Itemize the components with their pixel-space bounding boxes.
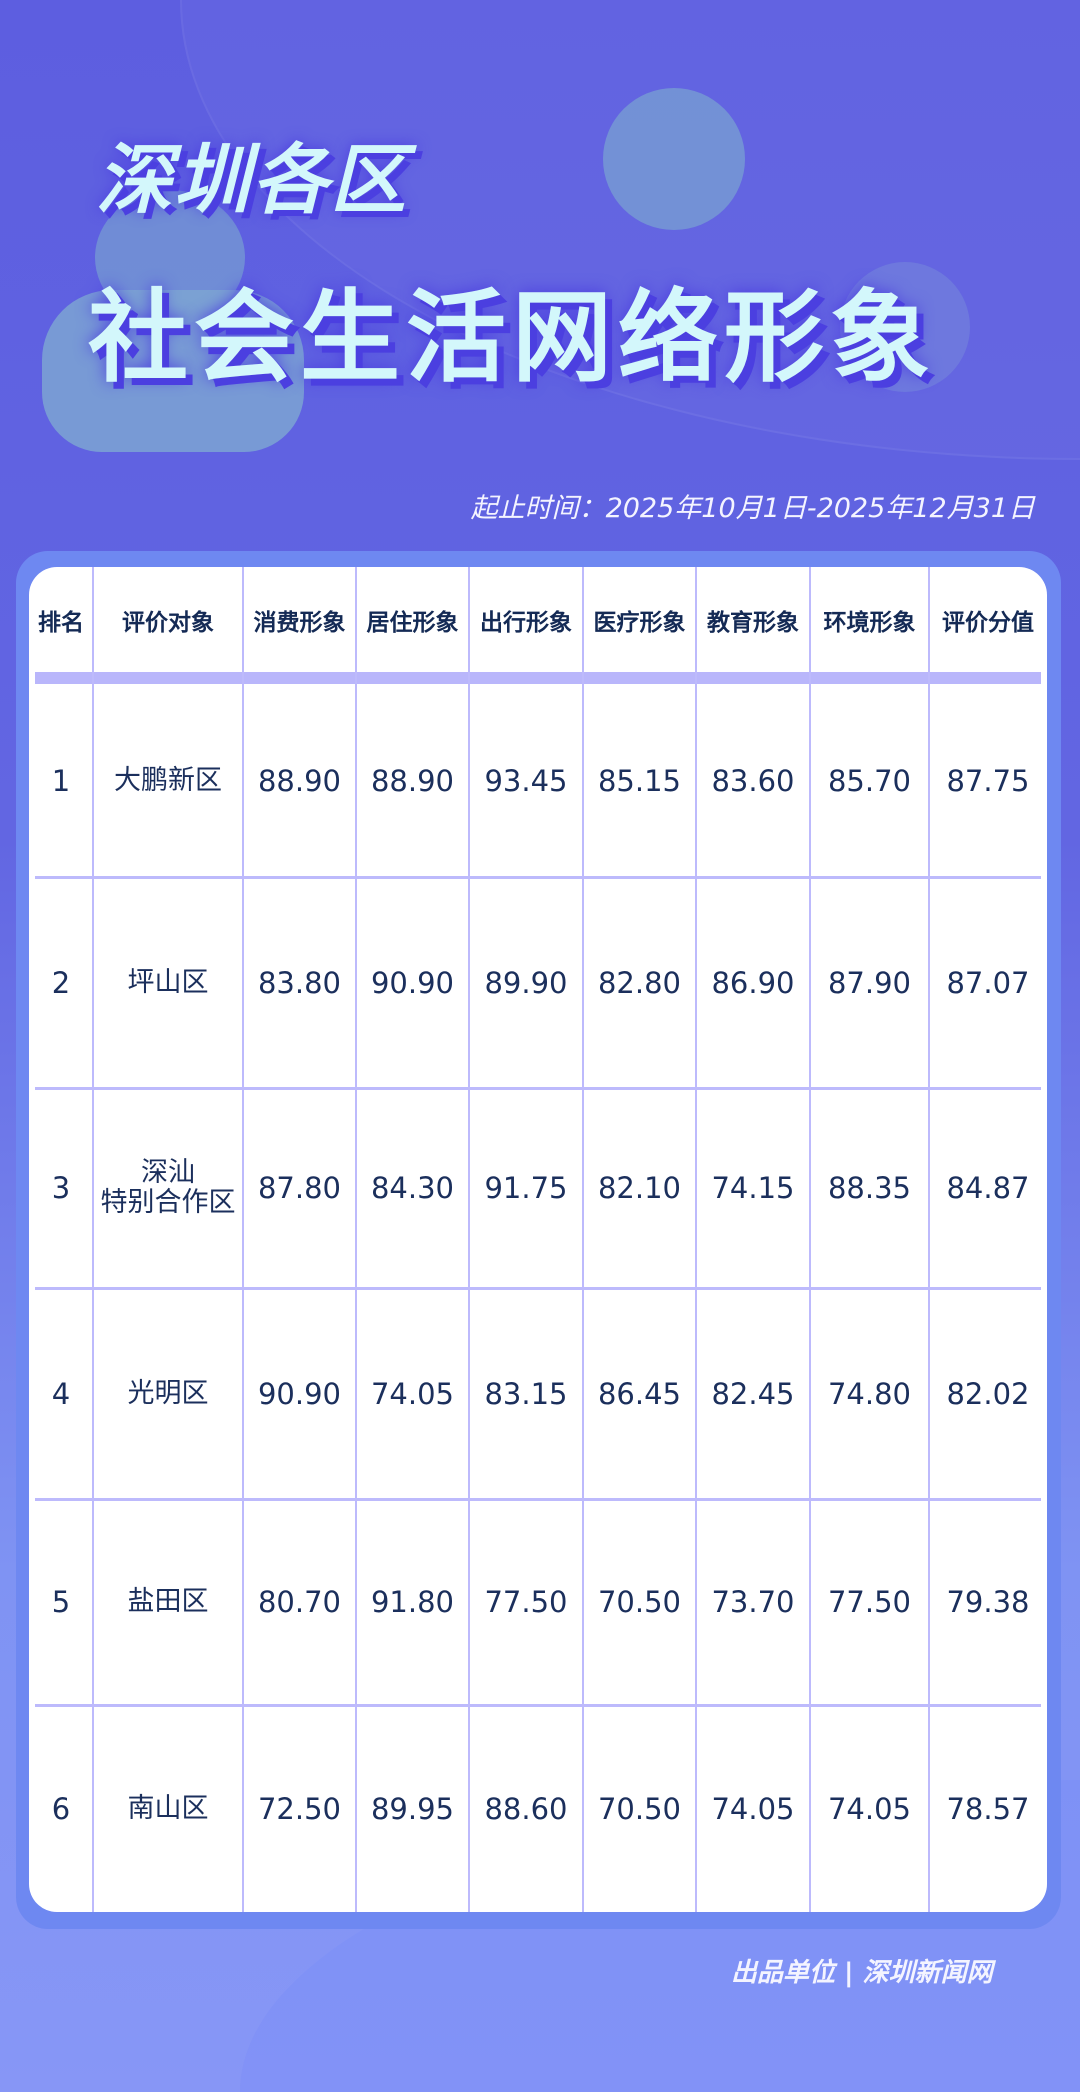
column-divider [582,567,584,1912]
column-header: 居住形象 [366,609,459,636]
score-cell: 83.60 [711,763,795,798]
column-divider [355,567,357,1912]
row-divider [35,1087,1041,1090]
score-cell: 87.07 [946,965,1030,1000]
score-cell: 80.70 [257,1585,342,1619]
score-cell: 91.75 [484,1171,568,1205]
score-cell: 82.80 [597,965,682,1000]
score-cell: 87.90 [827,965,912,1000]
score-cell: 74.15 [711,1171,795,1205]
score-cell: 70.50 [597,1791,682,1826]
column-header: 排名 [38,609,84,636]
rank-cell: 2 [51,965,71,1000]
column-divider [695,567,697,1912]
column-divider [242,567,244,1912]
title-line-1: 深圳各区 [96,135,408,224]
column-divider [92,567,94,1912]
score-cell: 91.80 [370,1585,455,1619]
column-header: 消费形象 [253,609,346,636]
score-cell: 74.05 [711,1791,795,1826]
score-cell: 89.90 [484,965,568,1000]
row-divider [35,1704,1041,1707]
score-cell: 90.90 [370,965,455,1000]
score-cell: 87.80 [257,1171,342,1205]
column-header: 医疗形象 [593,609,686,636]
score-cell: 84.30 [370,1171,455,1205]
row-divider [35,1498,1041,1501]
score-cell: 82.02 [946,1376,1030,1411]
footer-credit: 出品单位 | 深圳新闻网 [731,1958,993,1988]
score-cell: 85.70 [827,763,912,798]
score-cell: 88.60 [484,1791,568,1826]
district-cell: 南山区 [127,1792,209,1824]
score-cell: 74.80 [827,1376,912,1411]
score-cell: 88.35 [827,1171,912,1205]
score-cell: 70.50 [597,1585,682,1619]
score-cell: 90.90 [257,1376,342,1411]
score-cell: 82.10 [597,1171,682,1205]
score-cell: 74.05 [827,1791,912,1826]
score-cell: 86.45 [597,1376,682,1411]
rank-cell: 6 [51,1791,71,1826]
column-divider [468,567,470,1912]
score-cell: 89.95 [370,1791,455,1826]
column-header: 环境形象 [823,609,916,636]
score-cell: 88.90 [257,763,342,798]
title-line-2: 社会生活网络形象 [88,279,936,396]
score-cell: 86.90 [711,965,795,1000]
district-cell: 大鹏新区 [114,764,222,796]
score-cell: 79.38 [946,1585,1030,1619]
rank-cell: 3 [51,1171,71,1205]
score-cell: 74.05 [370,1376,455,1411]
date-range: 起止时间：2025年10月1日-2025年12月31日 [470,493,1035,524]
district-cell: 光明区 [127,1377,209,1409]
row-divider [35,1287,1041,1290]
score-cell: 93.45 [484,763,568,798]
district-cell: 坪山区 [127,966,209,998]
score-cell: 85.15 [597,763,682,798]
score-cell: 73.70 [711,1585,795,1619]
district-cell: 深汕 特别合作区 [100,1157,236,1218]
rank-cell: 1 [51,763,71,798]
header-divider [35,672,1041,684]
score-cell: 87.75 [946,763,1030,798]
decor-circle [603,88,745,230]
ranking-table: 排名 评价对象 消费形象 居住形象 出行形象 医疗形象 教育形象 环境形象 评价分值 1 大鹏新区 8… [29,567,1047,1912]
score-cell: 88.90 [370,763,455,798]
column-header: 出行形象 [480,609,572,636]
score-cell: 84.87 [946,1171,1030,1205]
score-cell: 77.50 [827,1585,912,1619]
column-header: 教育形象 [707,609,799,636]
rank-cell: 4 [51,1376,71,1411]
column-header: 评价分值 [942,609,1034,636]
score-cell: 82.45 [711,1376,795,1411]
score-cell: 83.15 [484,1376,568,1411]
score-cell: 83.80 [257,965,342,1000]
column-divider [809,567,811,1912]
score-cell: 72.50 [257,1791,342,1826]
rank-cell: 5 [51,1585,71,1619]
row-divider [35,876,1041,879]
score-cell: 77.50 [484,1585,568,1619]
column-divider [928,567,930,1912]
district-cell: 盐田区 [127,1586,209,1617]
score-cell: 78.57 [946,1791,1030,1826]
column-header: 评价对象 [122,609,214,636]
